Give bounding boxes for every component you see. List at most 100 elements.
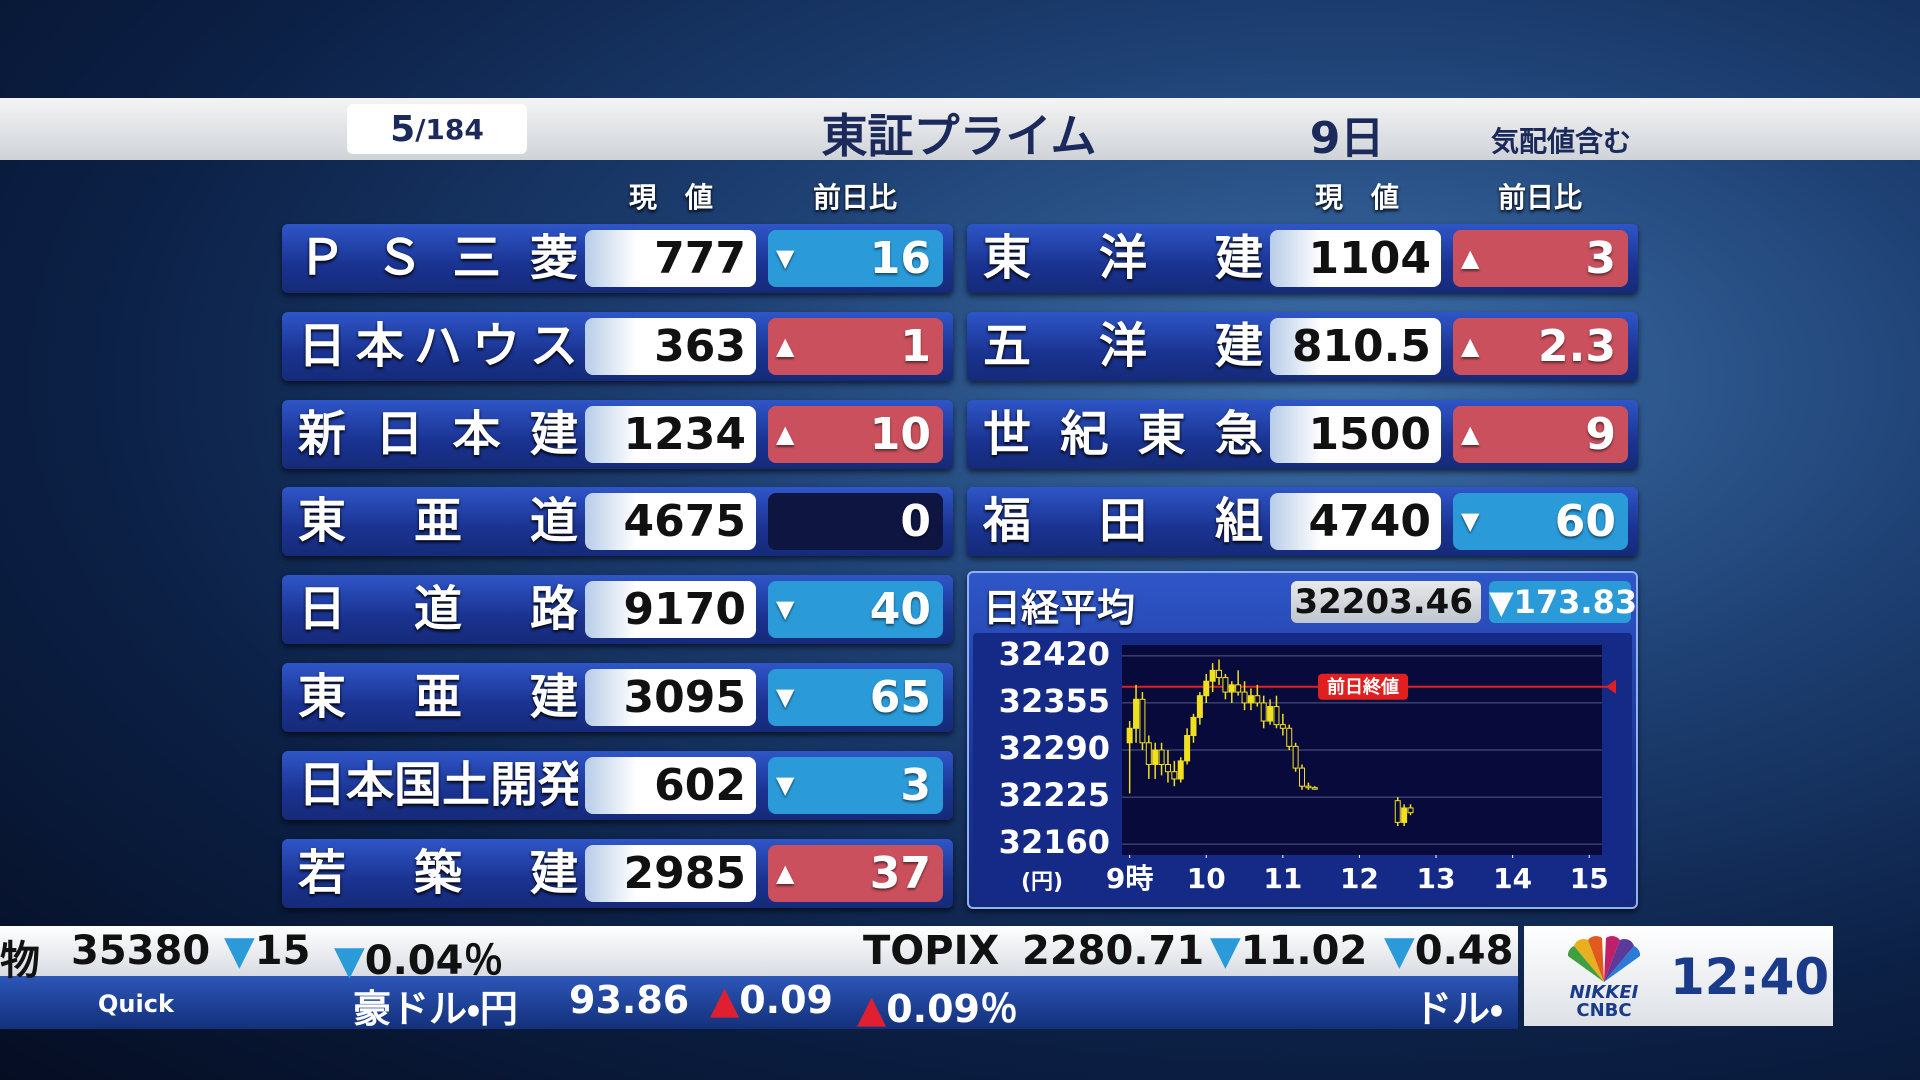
stock-name: 世紀東急 <box>983 405 1263 462</box>
ticker-item: ▼0.48 <box>1384 928 1514 974</box>
stock-change: 40 ▼ <box>768 581 943 639</box>
column-price: 現 値 <box>628 181 714 214</box>
candle-body <box>1164 763 1171 773</box>
page-box: 5 /184 <box>347 104 527 154</box>
column-price: 現 値 <box>1314 181 1400 214</box>
ticker-row-2 <box>0 976 1518 1029</box>
stock-row: 五洋建 810.5 2.3 ▲ <box>967 311 1638 381</box>
stock-change: 60 ▼ <box>1453 493 1628 551</box>
change-arrow: ▲ <box>776 331 795 360</box>
stock-change: 2.3 ▲ <box>1453 317 1628 375</box>
candle-body <box>1260 702 1267 722</box>
stock-name: 東亜建 <box>298 669 578 725</box>
reference-arrow <box>1606 679 1616 694</box>
stock-change: 0 <box>768 493 943 551</box>
stock-row: 世紀東急 1500 9 ▲ <box>967 399 1638 469</box>
change-arrow: ▲ <box>1461 244 1480 272</box>
candle-body <box>1196 695 1203 718</box>
candle-body <box>1394 800 1401 823</box>
stock-price: 4740 <box>1270 493 1441 551</box>
stock-change: 9 ▲ <box>1453 405 1628 463</box>
x-tick-label: 9時 <box>1106 862 1153 895</box>
stock-name: 日本国土開発 <box>298 756 578 813</box>
x-tick-label: 12 <box>1340 862 1379 895</box>
candle-body <box>1401 807 1408 823</box>
change-arrow: ▼ <box>776 244 795 272</box>
column-change: 前日比 <box>1497 181 1583 214</box>
stock-price: 777 <box>585 230 756 287</box>
stock-row: 日本国土開発 602 3 ▼ <box>282 750 953 820</box>
stock-row: 日道路 9170 40 ▼ <box>282 575 953 645</box>
logo-text: CNBC <box>1576 1000 1632 1021</box>
stock-row: 日本ハウス 363 1 ▲ <box>282 311 953 381</box>
stock-name: 東亜道 <box>298 493 578 550</box>
candle-body <box>1216 669 1223 679</box>
candle-body <box>1126 727 1133 744</box>
candle-body <box>1190 716 1197 737</box>
y-tick-label: 32160 <box>999 823 1110 861</box>
change-arrow: ▼ <box>776 683 795 711</box>
change-arrow: ▼ <box>776 595 795 624</box>
x-tick-label: 14 <box>1493 862 1532 895</box>
candle-body <box>1209 669 1216 682</box>
stock-price: 1104 <box>1270 230 1441 287</box>
candle-body <box>1247 695 1254 704</box>
ticker-item: ▲0.09％ <box>857 987 1018 1031</box>
candle-body <box>1254 695 1261 704</box>
reference-label-bg <box>1318 673 1408 700</box>
candle-body <box>1133 698 1140 729</box>
ticker-item: ▼11.02 <box>1210 928 1368 974</box>
y-tick-label: 32355 <box>999 682 1110 720</box>
candle-body <box>1279 724 1286 729</box>
stock-row: 福田組 4740 60 ▼ <box>967 487 1638 557</box>
stock-name: 新日本建 <box>298 405 578 462</box>
ticker-item: 物 <box>0 938 40 984</box>
stock-name: 若築建 <box>298 844 578 901</box>
y-unit: (円) <box>1021 870 1063 895</box>
candle-body <box>1222 677 1229 693</box>
stock-name: 五洋建 <box>983 317 1263 374</box>
stock-name: 日道路 <box>298 581 578 638</box>
candle-body <box>1177 760 1184 780</box>
stock-price: 1234 <box>585 405 756 463</box>
change-arrow: ▲ <box>1461 419 1480 448</box>
index-change: ▼173.83 <box>1489 581 1638 623</box>
page-number: 5 <box>390 108 416 150</box>
title: 東証プライム <box>821 109 1097 163</box>
candle-body <box>1228 684 1235 693</box>
column-change: 前日比 <box>812 181 898 214</box>
candle-body <box>1286 727 1293 747</box>
change-arrow: ▲ <box>776 858 795 887</box>
clock: 12:40 <box>1670 948 1830 1006</box>
stock-price: 9170 <box>585 581 756 639</box>
x-tick-label: 13 <box>1417 862 1456 895</box>
stock-row: 東亜建 3095 65 ▼ <box>282 663 953 732</box>
stock-row: 新日本建 1234 10 ▲ <box>282 399 953 469</box>
candle-body <box>1158 749 1165 765</box>
page-total: /184 <box>415 112 484 146</box>
index-value: 32203.46 <box>1291 581 1481 623</box>
candle-body <box>1171 771 1178 780</box>
stock-row: 若築建 2985 37 ▲ <box>282 838 953 908</box>
candle-body <box>1145 742 1152 765</box>
ticker-item: 2280.71 <box>1022 928 1205 974</box>
x-tick-label: 10 <box>1187 862 1226 895</box>
change-arrow: ▲ <box>776 419 795 448</box>
stock-change: 3 ▲ <box>1453 230 1628 287</box>
note: 気配値含む <box>1490 125 1632 158</box>
stock-change: 65 ▼ <box>768 669 943 726</box>
stock-row: ＰＳ三菱 777 16 ▼ <box>282 224 953 293</box>
candle-body <box>1407 807 1414 814</box>
y-tick-label: 32225 <box>999 776 1110 814</box>
stock-name: ＰＳ三菱 <box>298 230 578 286</box>
stock-change: 3 ▼ <box>768 756 943 814</box>
stock-change: 10 ▲ <box>768 405 943 463</box>
header-bar <box>0 98 1920 160</box>
candle-body <box>1311 787 1318 790</box>
stock-name: 東洋建 <box>983 230 1263 286</box>
x-tick-label: 15 <box>1570 862 1609 895</box>
stock-price: 1500 <box>1270 405 1441 463</box>
stock-price: 4675 <box>585 493 756 551</box>
stock-change: 37 ▲ <box>768 844 943 902</box>
